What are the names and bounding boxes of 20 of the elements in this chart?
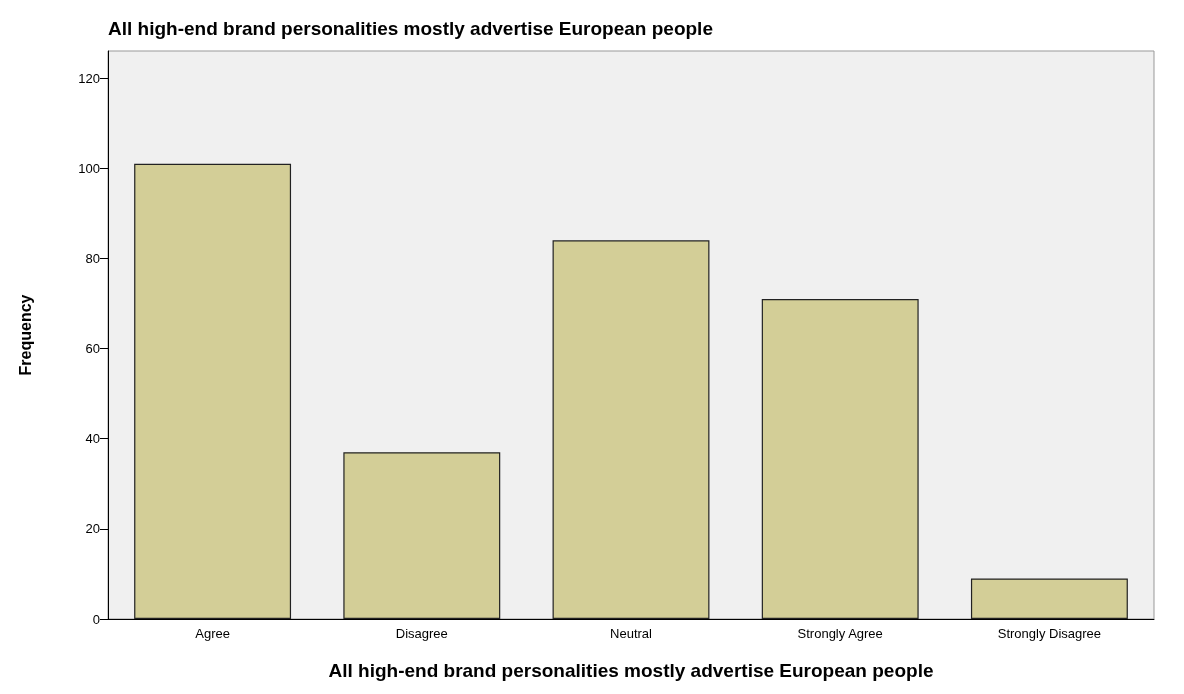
bar	[970, 578, 1128, 619]
y-tick-label: 100	[78, 160, 100, 176]
chart-title: All high-end brand personalities mostly advertise European people	[108, 18, 713, 39]
y-tick-label: 0	[92, 611, 100, 627]
y-tick-label: 40	[85, 431, 100, 447]
y-tick-label: 60	[85, 341, 100, 357]
x-tick-label: Disagree	[395, 626, 448, 641]
x-axis-title: All high-end brand personalities mostly advertise European people	[328, 660, 934, 681]
bar	[343, 452, 501, 619]
bar	[134, 163, 292, 619]
y-tick-label: 20	[85, 521, 100, 537]
y-axis-title: Frequency	[16, 294, 34, 376]
bar	[761, 298, 919, 619]
y-tick-label: 80	[85, 250, 100, 266]
y-tick-label: 120	[78, 70, 100, 86]
x-tick-label: Strongly Disagree	[997, 626, 1102, 641]
x-tick-label: Strongly Agree	[797, 626, 883, 641]
x-tick-label: Neutral	[610, 626, 653, 641]
x-tick-label: Agree	[195, 626, 230, 641]
bar	[552, 240, 710, 619]
